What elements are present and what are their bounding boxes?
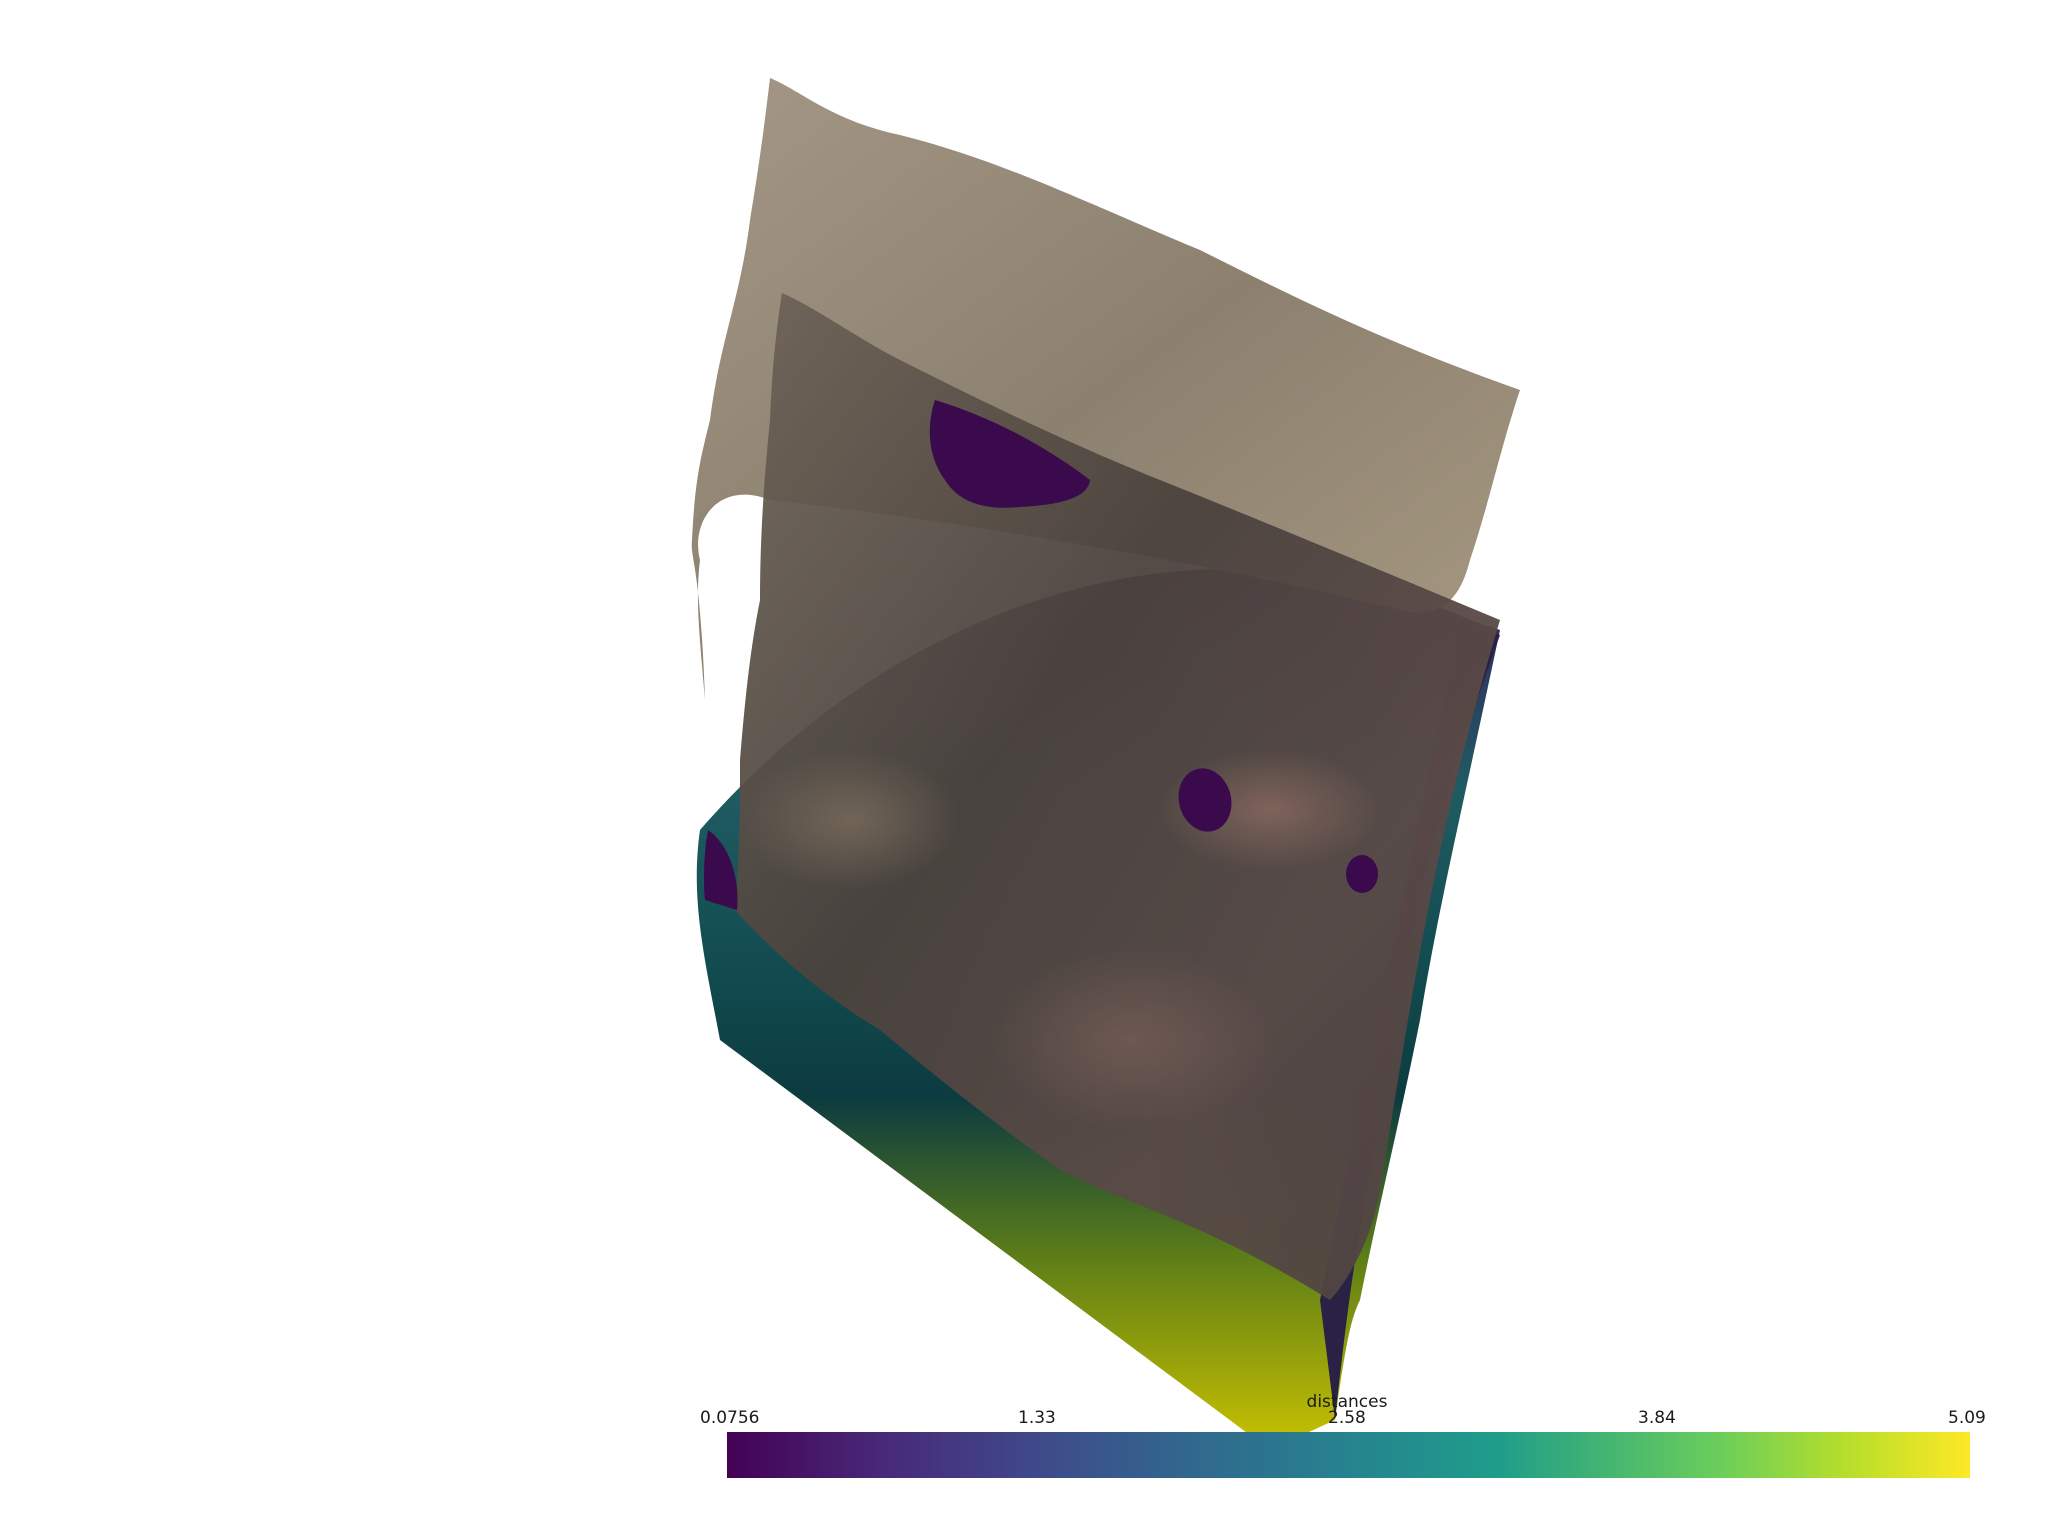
surface-bump [740,750,960,890]
min-distance-patch [704,830,738,910]
min-distance-patch [929,400,1090,508]
surface-side-edge [1320,620,1500,1420]
middle-surface [735,293,1500,1300]
min-distance-patch [1178,768,1232,832]
surface-bump [990,950,1270,1130]
min-distance-patch [1346,855,1378,893]
